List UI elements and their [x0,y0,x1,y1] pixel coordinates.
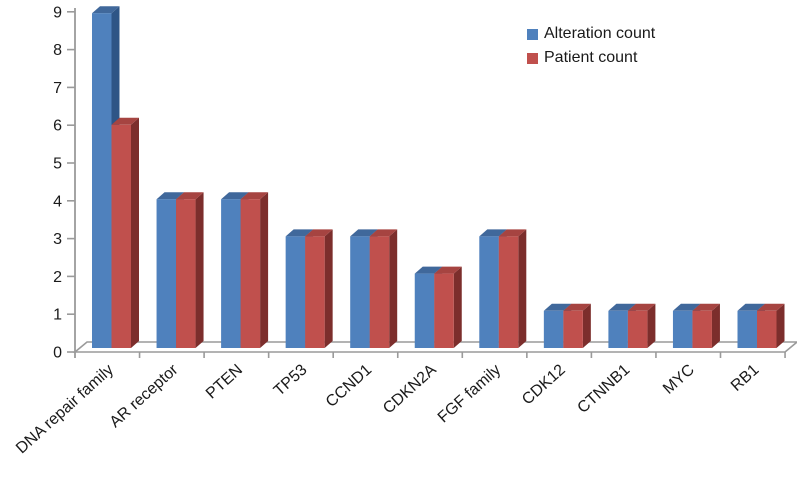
chart-legend: Alteration count Patient count [527,25,655,67]
y-axis-tick-label: 6 [53,118,62,135]
x-axis-category-label: MYC [660,361,698,397]
bar-alteration-1 [156,199,177,348]
bar-alteration-5-top [414,266,443,274]
bar-alteration-0 [92,13,112,348]
bar-alteration-7-top [543,303,572,311]
bar-patient-9-side [711,303,720,348]
legend-item: Alteration count [527,25,655,43]
bar-patient-7-top [563,303,591,311]
bar-patient-8-top [627,303,656,311]
y-axis-tick-label: 3 [53,231,62,248]
bar-patient-2 [240,199,261,348]
bar-alteration-2-top [221,192,249,200]
y-axis-tick-label: 5 [53,156,62,173]
bar-patient-10-top [757,303,785,311]
bar-alteration-6-top [479,229,507,237]
y-axis-tick-label: 1 [53,307,62,324]
x-axis-category-label: CDK12 [519,361,569,408]
legend-swatch-icon [527,52,538,64]
legend-label: Alteration count [544,25,656,42]
bar-patient-8-side [647,303,656,348]
bar-alteration-9-top [672,303,701,311]
y-axis-tick-label: 4 [53,193,62,210]
bar-patient-9-top [692,303,720,311]
bar-alteration-10-top [737,303,765,311]
bar-patient-8 [627,310,648,348]
bar-patient-2-side [260,192,269,348]
bar-alteration-1-top [156,192,185,200]
bar-alteration-5 [414,273,435,348]
legend-item: Patient count [527,49,655,67]
bar-patient-3 [305,236,325,348]
bar-patient-7-side [582,303,591,348]
bar-patient-5-top [434,266,462,274]
legend-swatch-icon [527,28,538,40]
bar-alteration-0-top [92,6,120,14]
bar-patient-5 [434,273,454,348]
y-axis-tick-label: 2 [53,269,62,286]
y-axis-tick-label: 8 [53,42,62,59]
y-axis-tick-label: 0 [53,345,62,362]
bar-patient-9 [692,310,712,348]
bar-patient-4 [369,236,390,348]
bar-patient-4-side [389,229,398,348]
bar-patient-6-side [518,229,527,348]
bar-patient-2-top [240,192,269,200]
legend-label: Patient count [544,49,638,66]
x-axis-category-label: FGF family [435,361,505,426]
bar-alteration-3 [285,236,306,348]
bar-alteration-4 [350,236,370,348]
bar-alteration-8 [608,310,628,348]
y-axis-tick-label: 9 [53,4,62,21]
bar-alteration-7 [543,310,564,348]
bar-patient-1-top [176,192,204,200]
bar-alteration-6 [479,236,499,348]
bar-alteration-2 [221,199,241,348]
bar-patient-0-top [111,117,139,125]
y-axis-tick-label: 7 [53,80,62,97]
x-axis-category-label: RB1 [728,361,763,395]
x-axis-category-label: CTNNB1 [574,361,633,417]
bar-patient-4-top [369,229,398,237]
x-axis-category-label: AR receptor [107,361,182,431]
x-axis-category-label: PTEN [203,361,246,402]
x-axis-category-label: DNA repair family [13,361,117,457]
bar-alteration-10 [737,310,757,348]
x-axis-category-label: TP53 [271,361,311,399]
bar-patient-0-side [131,117,139,348]
bar-alteration-8-top [608,303,636,311]
bar-patient-3-side [324,229,333,348]
bar-patient-7 [563,310,583,348]
x-axis-category-label: CDKN2A [380,361,440,417]
bar-patient-10-side [776,303,785,348]
x-axis-category-label: CCND1 [323,361,375,411]
bar-patient-3-top [305,229,333,237]
bar-alteration-4-top [350,229,378,237]
bar-patient-6-top [498,229,527,237]
bar-alteration-3-top [285,229,314,237]
bar-patient-0 [111,124,131,348]
bar-patient-1 [176,199,196,348]
bar-patient-10 [757,310,777,348]
bar-patient-1-side [195,192,204,348]
bar-alteration-9 [672,310,693,348]
bar-patient-5-side [453,266,462,348]
bar-patient-6 [498,236,519,348]
